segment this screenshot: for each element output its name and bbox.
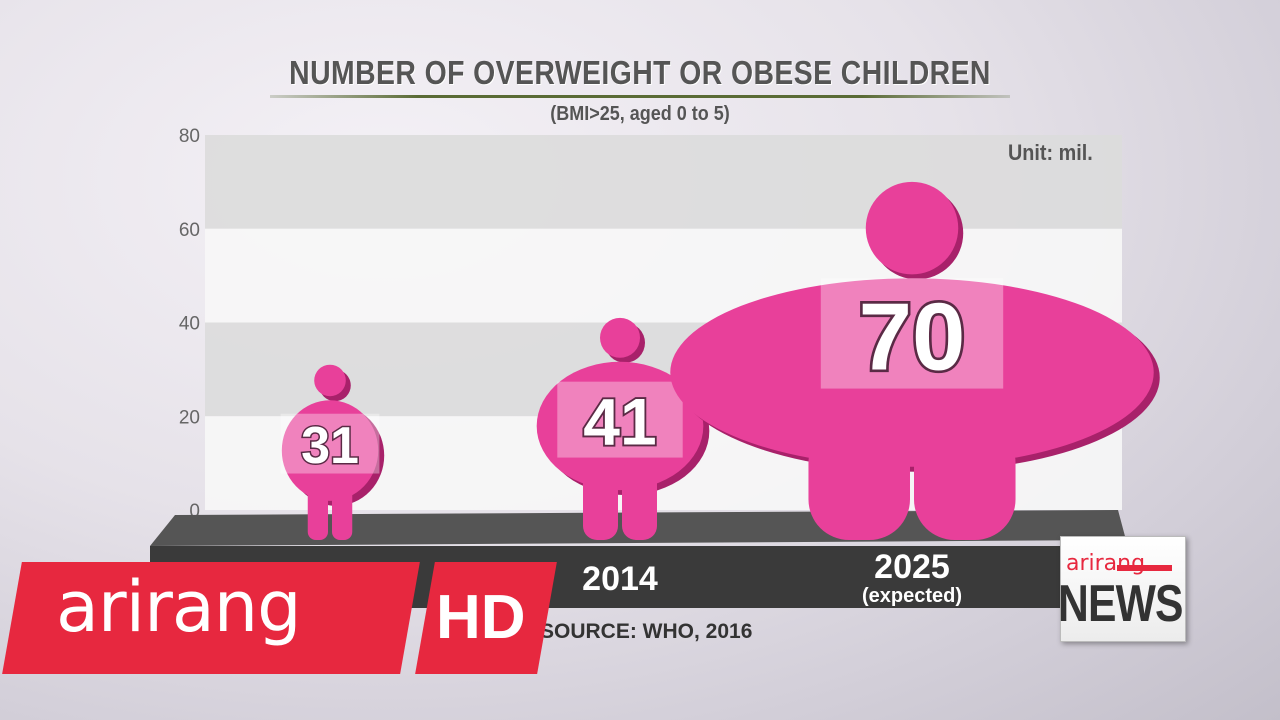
torso bbox=[536, 361, 704, 491]
y-tick-label: 20 bbox=[179, 407, 200, 428]
value-label: 31 bbox=[301, 417, 359, 475]
right-leg bbox=[914, 422, 1016, 540]
head bbox=[314, 364, 346, 397]
news-badge-label: NEWS bbox=[1058, 575, 1183, 633]
grid-band bbox=[205, 135, 1122, 229]
value-label: 70 bbox=[859, 283, 966, 390]
news-badge-stripe bbox=[1117, 565, 1172, 571]
value-label-box bbox=[280, 413, 380, 474]
left-leg bbox=[583, 459, 618, 540]
chart-subtitle: (BMI>25, aged 0 to 5) bbox=[550, 103, 730, 125]
value-label: 41 bbox=[583, 384, 656, 458]
chart-title: NUMBER OF OVERWEIGHT OR OBESE CHILDREN bbox=[289, 54, 991, 91]
head bbox=[600, 317, 640, 358]
news-badge-brand: arirang bbox=[1066, 551, 1146, 576]
y-tick-label: 40 bbox=[179, 314, 200, 335]
torso bbox=[670, 278, 1154, 467]
x-tick-note: (expected) bbox=[862, 585, 962, 607]
y-tick-label: 60 bbox=[179, 220, 200, 241]
bar-2025: 70 bbox=[670, 181, 1160, 540]
head bbox=[865, 181, 959, 275]
news-badge bbox=[1060, 536, 1186, 642]
y-tick-label: 80 bbox=[179, 126, 200, 147]
title-underline bbox=[270, 95, 1010, 98]
arirang-logo-text: arirang bbox=[56, 566, 302, 648]
bar-2014: 41 bbox=[536, 317, 710, 540]
left-leg bbox=[808, 422, 910, 540]
hd-badge-text: HD bbox=[436, 583, 526, 652]
bar-1990: 31 bbox=[280, 364, 385, 540]
value-label-box bbox=[557, 381, 683, 458]
x-tick-label: 2025 bbox=[874, 548, 950, 586]
right-leg bbox=[622, 459, 657, 540]
y-tick-label: 0 bbox=[189, 501, 200, 522]
left-leg bbox=[307, 477, 328, 540]
right-leg bbox=[332, 477, 353, 540]
unit-label: Unit: mil. bbox=[1008, 140, 1093, 165]
torso bbox=[281, 400, 379, 501]
x-tick-label: 2014 bbox=[582, 560, 658, 598]
value-label-box bbox=[820, 278, 1004, 389]
source-note: SOURCE: WHO, 2016 bbox=[540, 620, 753, 643]
